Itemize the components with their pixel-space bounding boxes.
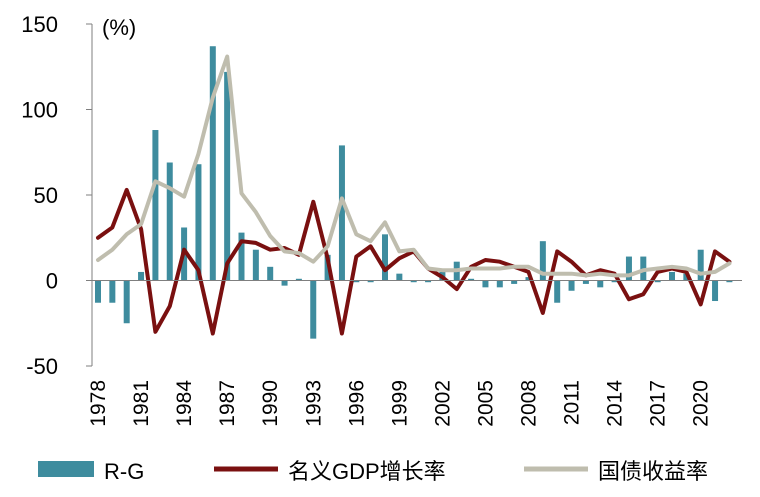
bar-r-g [238,232,245,281]
bar-r-g [468,278,475,281]
x-tick-label: 2020 [690,380,713,427]
bar-r-g [209,46,216,281]
bar-r-g [726,280,733,283]
bar-r-g [539,241,546,281]
bar-r-g [482,280,489,288]
x-tick-label: 2005 [474,380,497,427]
y-tick-label: -50 [26,354,58,379]
y-tick-label: 150 [21,12,58,37]
bar-r-g [95,280,101,303]
bar-r-g [152,130,159,281]
bar-r-g [382,234,388,281]
x-tick-label: 1984 [173,380,196,427]
x-tick-label: 1978 [87,380,110,427]
bar-r-g [697,249,704,281]
bar-r-g [525,277,532,281]
x-tick-label: 2008 [518,380,541,427]
bar-r-g [554,280,561,303]
x-tick-label: 2011 [561,380,584,425]
y-unit-label: (%) [102,15,136,40]
bar-r-g [496,280,503,288]
bar-r-g [654,280,661,283]
bar-r-g [295,278,302,281]
line-nominal-gdp [96,187,732,336]
bar-r-g [712,280,719,302]
bar-r-g [582,280,589,284]
plot-area: 150 100 50 0 -50 1978 1981 1984 1987 1990 1993 1996… [21,12,742,427]
bar-r-g [511,280,518,284]
y-tick-label: 50 [34,183,58,208]
legend-swatch-r-g [38,461,94,477]
bar-r-g [396,273,403,281]
bar-r-g [281,280,288,286]
bar-r-g [669,271,675,281]
legend-label-r-g: R-G [104,459,144,484]
legend-label-nominal-gdp: 名义GDP增长率 [288,459,446,484]
x-tick-label: 1981 [130,380,153,427]
bar-r-g [425,280,432,283]
bar-r-g [109,280,116,303]
x-tick-label: 1999 [388,380,411,427]
legend-label-bond-yield: 国债收益率 [598,459,708,484]
bar-r-g [611,280,618,283]
x-tick-label: 2017 [647,380,670,427]
line-bond-yield [96,54,732,278]
x-tick-label: 1993 [302,380,325,427]
bar-r-g [138,271,145,281]
bar-r-g [166,162,173,281]
bar-r-g [252,249,259,281]
bar-r-g [123,280,130,324]
bar-r-g [338,145,345,281]
bar-r-g [310,280,317,339]
bar-r-g [267,266,274,281]
y-tick-label: 0 [46,269,58,294]
x-tick-label: 1990 [259,380,282,427]
bar-r-g [224,71,231,281]
x-tick-label: 1996 [345,380,368,427]
bar-r-g [410,280,417,283]
bar-r-g [597,280,604,288]
bar-r-g [353,280,360,283]
x-tick-label: 2014 [604,380,627,427]
bar-r-g [683,273,690,281]
x-tick-label: 1987 [216,380,239,427]
bar-r-g [625,256,632,281]
bar-r-g [367,280,374,283]
y-tick-label: 100 [21,98,58,123]
bar-r-g [568,280,575,291]
legend: R-G 名义GDP增长率 国债收益率 [38,459,708,484]
bar-r-g [195,164,202,281]
x-tick-label: 2002 [431,380,454,427]
